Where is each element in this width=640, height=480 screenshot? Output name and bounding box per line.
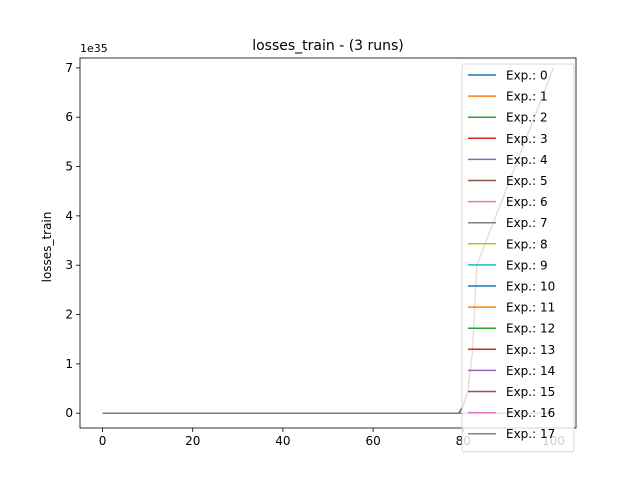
- legend-item-label: Exp.: 0: [506, 69, 548, 83]
- legend-item-label: Exp.: 1: [506, 90, 548, 104]
- x-tick-label: 40: [275, 434, 290, 448]
- legend-item-label: Exp.: 10: [506, 280, 555, 294]
- legend-item-label: Exp.: 7: [506, 216, 548, 230]
- y-tick-label: 1: [65, 357, 73, 371]
- legend-item-label: Exp.: 15: [506, 385, 555, 399]
- legend-box: [461, 63, 575, 453]
- chart-title: losses_train - (3 runs): [252, 38, 404, 54]
- legend-item-label: Exp.: 13: [506, 343, 555, 357]
- legend-item-label: Exp.: 4: [506, 153, 548, 167]
- y-tick-label: 0: [65, 406, 73, 420]
- y-tick-label: 6: [65, 110, 73, 124]
- y-tick-label: 4: [65, 209, 73, 223]
- axes-layer: 02040608010001234567: [65, 57, 577, 448]
- legend-item-label: Exp.: 14: [506, 364, 555, 378]
- x-tick-label: 60: [365, 434, 380, 448]
- legend-item-label: Exp.: 8: [506, 237, 548, 251]
- legend-item-label: Exp.: 16: [506, 406, 555, 420]
- legend-item-label: Exp.: 11: [506, 301, 555, 315]
- legend-item-label: Exp.: 9: [506, 258, 548, 272]
- legend-item-label: Exp.: 5: [506, 174, 548, 188]
- y-axis-label: losses_train: [40, 212, 54, 283]
- x-tick-label: 0: [99, 434, 107, 448]
- legend-item-label: Exp.: 12: [506, 322, 555, 336]
- legend: Exp.: 0 Exp.: 1 Exp.: 2 Exp.: 3 Exp.: 4 Exp.:…: [461, 63, 575, 453]
- y-tick-label: 7: [65, 61, 73, 75]
- y-offset-label: 1e35: [80, 42, 108, 55]
- legend-item-label: Exp.: 3: [506, 132, 548, 146]
- y-tick-label: 3: [65, 258, 73, 272]
- legend-item-label: Exp.: 6: [506, 195, 548, 209]
- y-tick-label: 5: [65, 160, 73, 174]
- x-tick-label: 20: [185, 434, 200, 448]
- legend-item-label: Exp.: 17: [506, 427, 555, 441]
- legend-item-label: Exp.: 2: [506, 111, 548, 125]
- y-tick-label: 2: [65, 308, 73, 322]
- plot-frame: [79, 57, 577, 429]
